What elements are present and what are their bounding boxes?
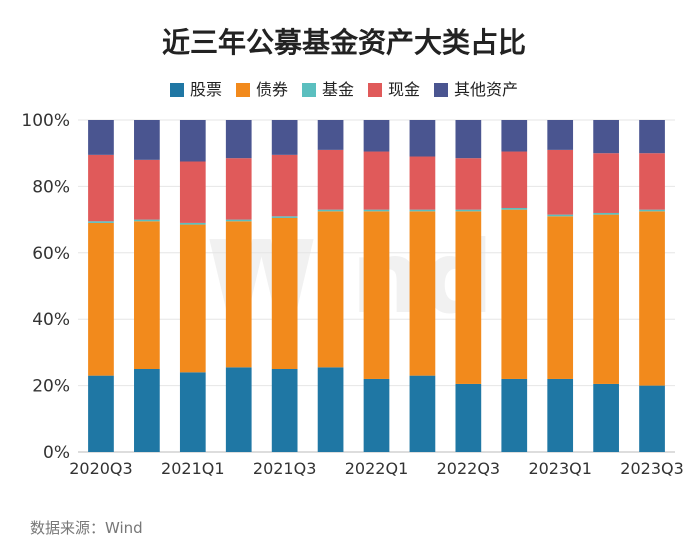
- bar-segment: [317, 120, 344, 150]
- legend-label: 债券: [256, 80, 288, 99]
- legend-swatch: [434, 83, 448, 97]
- bar-segment: [547, 378, 574, 452]
- bar-segment: [547, 120, 574, 150]
- bar-segment: [455, 120, 482, 159]
- bar-segment: [547, 149, 574, 215]
- bar-segment: [225, 120, 252, 159]
- bar-segment: [409, 375, 436, 452]
- watermark: Wind: [206, 219, 493, 336]
- bar-segment: [134, 120, 160, 160]
- bar-segment: [593, 120, 619, 154]
- bar-segment: [501, 151, 528, 208]
- bar-segment: [317, 367, 344, 452]
- x-tick-label: 2021Q1: [161, 459, 225, 478]
- x-tick-label: 2023Q1: [528, 459, 592, 478]
- bar-segment: [225, 367, 252, 452]
- y-tick-label: 100%: [21, 111, 70, 131]
- legend: 股票 债券 基金 现金 其他资产: [170, 80, 518, 99]
- y-tick-label: 60%: [32, 244, 70, 264]
- bar-segment: [593, 214, 619, 384]
- bar-segment: [547, 214, 574, 217]
- bar-segment: [225, 221, 252, 368]
- x-tick-label: 2020Q3: [69, 459, 133, 478]
- bar-segment: [317, 211, 344, 368]
- bar-segment: [134, 221, 160, 369]
- bar-segment: [639, 209, 665, 212]
- bar-segment: [409, 156, 436, 210]
- bar-segment: [455, 211, 482, 384]
- bar-segment: [88, 375, 114, 452]
- bar-segment: [179, 120, 206, 162]
- bar-segment: [363, 209, 390, 212]
- bar-segment: [409, 209, 436, 212]
- bar-segment: [88, 221, 114, 223]
- bar-segment: [593, 383, 619, 452]
- bar-segment: [179, 372, 206, 452]
- bar-segment: [455, 383, 482, 452]
- bar-segment: [88, 120, 114, 155]
- x-tick-label: 2022Q3: [437, 459, 501, 478]
- bar-segment: [134, 159, 160, 220]
- bar-segment: [363, 378, 390, 452]
- x-tick-label: 2023Q3: [620, 459, 684, 478]
- bar-segment: [639, 120, 665, 154]
- bar-segment: [639, 385, 665, 452]
- bar-segment: [271, 369, 298, 452]
- bar-segment: [501, 120, 528, 152]
- bar-segment: [179, 224, 206, 373]
- legend-label: 现金: [388, 80, 420, 99]
- bars: [88, 120, 665, 452]
- bar-segment: [639, 153, 665, 210]
- y-tick-label: 20%: [32, 377, 70, 397]
- bar-segment: [409, 211, 436, 376]
- source-note: 数据来源：Wind: [30, 519, 143, 537]
- bar-segment: [501, 207, 528, 210]
- legend-label: 基金: [322, 80, 354, 99]
- bar-segment: [455, 158, 482, 210]
- bar-segment: [363, 120, 390, 152]
- y-tick-label: 0%: [43, 443, 70, 463]
- bar-segment: [88, 154, 114, 222]
- bar-segment: [225, 219, 252, 222]
- bar-segment: [271, 217, 298, 369]
- bar-segment: [501, 378, 528, 452]
- y-tick-label: 40%: [32, 310, 70, 330]
- x-axis: 2020Q3 2021Q1 2021Q3 2022Q1 2022Q3 2023Q1 2023…: [69, 459, 684, 478]
- bar-segment: [409, 120, 436, 157]
- y-tick-label: 80%: [32, 177, 70, 197]
- bar-segment: [455, 209, 482, 212]
- legend-label: 股票: [190, 80, 222, 99]
- legend-swatch: [302, 83, 316, 97]
- bar-segment: [593, 212, 619, 215]
- legend-swatch: [236, 83, 250, 97]
- legend-swatch: [368, 83, 382, 97]
- x-tick-label: 2022Q1: [345, 459, 409, 478]
- bar-segment: [317, 209, 344, 212]
- legend-swatch: [170, 83, 184, 97]
- bar-segment: [179, 161, 206, 223]
- bar-segment: [593, 153, 619, 213]
- bar-segment: [271, 216, 298, 218]
- y-axis: 0% 20% 40% 60% 80% 100%: [21, 111, 70, 463]
- bar-segment: [134, 219, 160, 222]
- chart-title: 近三年公募基金资产大类占比: [162, 26, 526, 59]
- bar-segment: [271, 120, 298, 155]
- bar-segment: [639, 211, 665, 386]
- bar-segment: [547, 216, 574, 379]
- bar-segment: [501, 209, 528, 379]
- bar-segment: [271, 154, 298, 217]
- bar-segment: [363, 211, 390, 379]
- bar-segment: [363, 151, 390, 210]
- bar-segment: [134, 369, 160, 452]
- legend-label: 其他资产: [454, 80, 518, 99]
- bar-segment: [179, 222, 206, 225]
- bar-segment: [88, 222, 114, 376]
- bar-segment: [317, 149, 344, 210]
- bar-segment: [225, 158, 252, 220]
- x-tick-label: 2021Q3: [253, 459, 317, 478]
